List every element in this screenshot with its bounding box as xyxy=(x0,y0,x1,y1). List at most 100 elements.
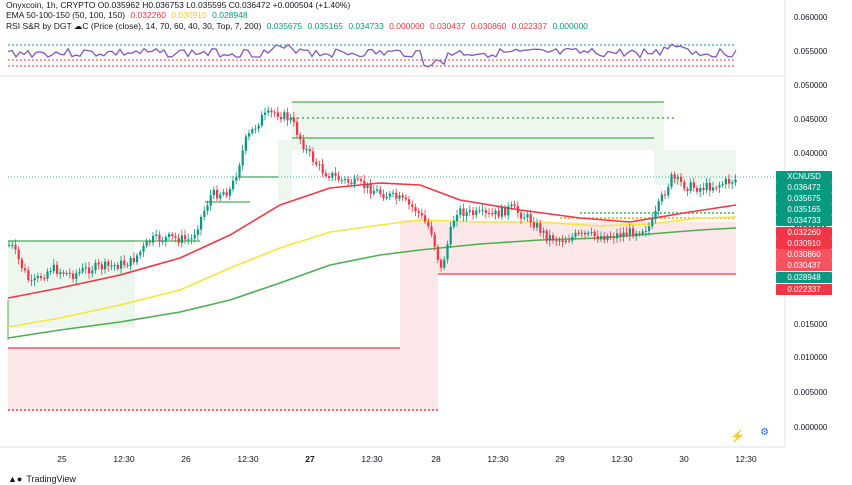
candle-body xyxy=(184,235,187,240)
candle-body xyxy=(203,210,206,217)
candle-body xyxy=(408,199,411,205)
candle-body xyxy=(676,176,679,179)
candle-body xyxy=(385,196,388,199)
tradingview-logo[interactable]: ▲● TradingView xyxy=(8,474,76,484)
candle-body xyxy=(376,189,379,191)
price-tag: 0.034733 xyxy=(776,215,832,226)
price-axis-label: 0.060000 xyxy=(794,13,828,22)
time-axis-label: 26 xyxy=(181,454,191,464)
candle-body xyxy=(424,215,427,222)
candle-body xyxy=(318,164,321,166)
candle-body xyxy=(734,179,737,183)
candle-body xyxy=(724,178,727,185)
candle-body xyxy=(532,222,535,228)
ema-legend[interactable]: EMA 50-100-150 (50, 100, 150) 0.032260 0… xyxy=(6,10,248,20)
candle-body xyxy=(97,262,100,265)
candle-body xyxy=(632,228,635,237)
candle-body xyxy=(94,262,97,271)
rsi-legend[interactable]: RSI S&R by DGT ☁C (Price (close), 14, 70… xyxy=(6,21,588,31)
candle-body xyxy=(420,213,423,216)
price-axis-label: 0.000000 xyxy=(794,423,828,432)
settings-icon[interactable]: ⚙ xyxy=(760,427,769,438)
time-axis-label: 12:30 xyxy=(735,454,757,464)
candle-body xyxy=(139,251,142,256)
candle-body xyxy=(382,193,385,199)
candle-body xyxy=(548,235,551,241)
candle-body xyxy=(65,272,68,274)
candle-body xyxy=(27,270,30,281)
candle-body xyxy=(520,212,523,219)
candle-body xyxy=(561,240,564,243)
candle-body xyxy=(113,264,116,266)
candle-body xyxy=(280,116,283,120)
candle-body xyxy=(244,136,247,151)
candle-body xyxy=(168,234,171,238)
candle-body xyxy=(680,176,683,182)
candle-body xyxy=(212,189,215,196)
candle-body xyxy=(558,240,561,242)
candle-body xyxy=(686,188,689,191)
ema50-line xyxy=(7,182,737,299)
candle-body xyxy=(72,273,75,279)
time-axis-label: 12:30 xyxy=(237,454,259,464)
candle-body xyxy=(30,280,33,282)
price-axis-label: 0.015000 xyxy=(794,320,828,329)
candle-body xyxy=(404,197,407,200)
candle-body xyxy=(17,249,20,260)
candle-body xyxy=(14,244,17,250)
candle-body xyxy=(430,226,433,235)
candle-body xyxy=(331,173,334,178)
candle-body xyxy=(443,259,446,268)
candle-body xyxy=(552,235,555,241)
candle-body xyxy=(481,210,484,212)
candle-body xyxy=(158,234,161,242)
candle-body xyxy=(123,260,126,265)
time-axis-label: 28 xyxy=(431,454,441,464)
candle-body xyxy=(731,182,734,184)
candle-body xyxy=(603,236,606,241)
candle-body xyxy=(222,192,225,195)
candle-body xyxy=(363,180,366,188)
candle-body xyxy=(401,195,404,198)
candle-body xyxy=(296,122,299,135)
candle-body xyxy=(536,223,539,228)
price-axis-label: 0.010000 xyxy=(794,353,828,362)
candle-body xyxy=(705,182,708,191)
candle-body xyxy=(100,264,103,270)
candle-body xyxy=(340,179,343,181)
candle-body xyxy=(254,128,257,130)
candle-body xyxy=(635,233,638,237)
time-axis-label: 29 xyxy=(555,454,565,464)
time-axis-label: 25 xyxy=(57,454,67,464)
candle-body xyxy=(545,230,548,241)
candle-body xyxy=(344,179,347,181)
candle-body xyxy=(107,261,110,266)
price-tag: 0.030860 xyxy=(776,249,832,260)
candle-body xyxy=(187,239,190,241)
candle-body xyxy=(395,192,398,199)
candle-body xyxy=(321,164,324,174)
candle-body xyxy=(417,211,420,214)
candle-body xyxy=(484,210,487,213)
candle-body xyxy=(628,228,631,235)
candle-body xyxy=(152,235,155,243)
flash-icon[interactable]: ⚡ xyxy=(730,429,745,443)
candle-body xyxy=(622,232,625,237)
candle-body xyxy=(337,175,340,180)
candle-body xyxy=(392,192,395,194)
candle-body xyxy=(590,231,593,233)
candle-body xyxy=(379,189,382,194)
price-tag: 0.036472 xyxy=(776,182,832,193)
candle-body xyxy=(180,235,183,243)
candle-body xyxy=(264,112,267,115)
candle-body xyxy=(488,212,491,214)
candle-body xyxy=(510,204,513,207)
candle-body xyxy=(715,187,718,189)
candle-body xyxy=(667,186,670,196)
candle-body xyxy=(315,161,318,165)
candle-body xyxy=(132,257,135,263)
candle-body xyxy=(456,214,459,221)
time-axis-label: 12:30 xyxy=(361,454,383,464)
time-axis-label: 30 xyxy=(679,454,689,464)
